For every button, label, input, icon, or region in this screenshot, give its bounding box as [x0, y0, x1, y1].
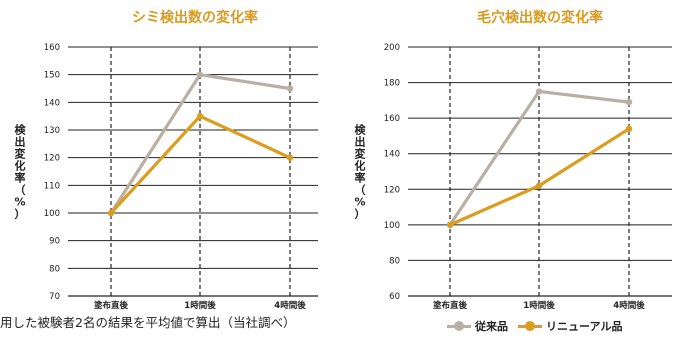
data-point [625, 125, 633, 133]
footnote: 用した被験者2名の結果を平均値で算出（当社調べ） [0, 315, 296, 330]
y-tick-label: 70 [49, 292, 60, 302]
x-tick-label: 塗布直後 [433, 300, 468, 311]
data-point [286, 85, 294, 92]
y-tick-label: 80 [389, 256, 400, 266]
legend-item-renewal: リニューアル品 [518, 318, 622, 334]
y-tick-label: 100 [44, 209, 60, 219]
data-point [535, 182, 543, 189]
legend-item-conventional: 従来品 [447, 318, 508, 334]
chart-title: シミ検出数の変化率 [132, 9, 258, 26]
y-tick-label: 180 [384, 79, 400, 89]
chart-panel-pores: 毛穴検出数の変化率 60 80 100 120 140 160 180 200 塗布直後 1時間後 4… [340, 0, 677, 311]
y-tick-label: 160 [44, 43, 60, 53]
chart-spots: シミ検出数の変化率 70 80 90 100 110 120 130 140 150 160 塗布直後… [14, 9, 318, 311]
x-tick-label: 1時間後 [184, 300, 216, 311]
y-tick-label: 110 [44, 181, 60, 191]
legend-label-conventional: 従来品 [475, 320, 508, 333]
y-tick-label: 80 [49, 264, 60, 274]
x-tick-label: 塗布直後 [94, 300, 129, 311]
data-point [196, 71, 204, 78]
data-point [535, 88, 543, 95]
x-tick-label: 1時間後 [523, 300, 555, 311]
data-point [107, 209, 115, 217]
x-tick-label: 4時間後 [274, 300, 306, 311]
legend: 従来品 リニューアル品 [447, 318, 632, 334]
data-point [625, 98, 633, 106]
y-tick-label: 150 [44, 71, 60, 81]
y-tick-label: 130 [44, 126, 60, 136]
y-tick-label: 140 [384, 150, 400, 160]
y-axis-label: 検出変化率（%） [354, 123, 366, 221]
y-tick-label: 120 [384, 185, 400, 195]
chart-panel-spots: シミ検出数の変化率 70 80 90 100 110 120 130 140 150 160 塗布直後… [0, 0, 330, 311]
legend-swatch-renewal [518, 321, 542, 331]
series-line [109, 114, 292, 215]
y-tick-label: 120 [44, 154, 60, 164]
y-tick-label: 140 [44, 98, 60, 108]
chart-pores: 毛穴検出数の変化率 60 80 100 120 140 160 180 200 塗布直後 1時間後 4… [354, 9, 672, 311]
legend-swatch-conventional [447, 321, 471, 331]
y-tick-label: 100 [384, 221, 400, 231]
data-point [446, 221, 454, 229]
y-tick-label: 90 [49, 237, 60, 247]
data-point [286, 154, 294, 161]
x-tick-label: 4時間後 [613, 300, 645, 311]
data-point [196, 112, 204, 120]
y-tick-label: 60 [389, 292, 400, 302]
y-axis-label: 検出変化率（%） [14, 123, 26, 221]
legend-label-renewal: リニューアル品 [546, 320, 623, 333]
y-tick-label: 160 [384, 114, 400, 124]
y-tick-label: 200 [384, 43, 400, 53]
chart-title: 毛穴検出数の変化率 [477, 9, 603, 26]
